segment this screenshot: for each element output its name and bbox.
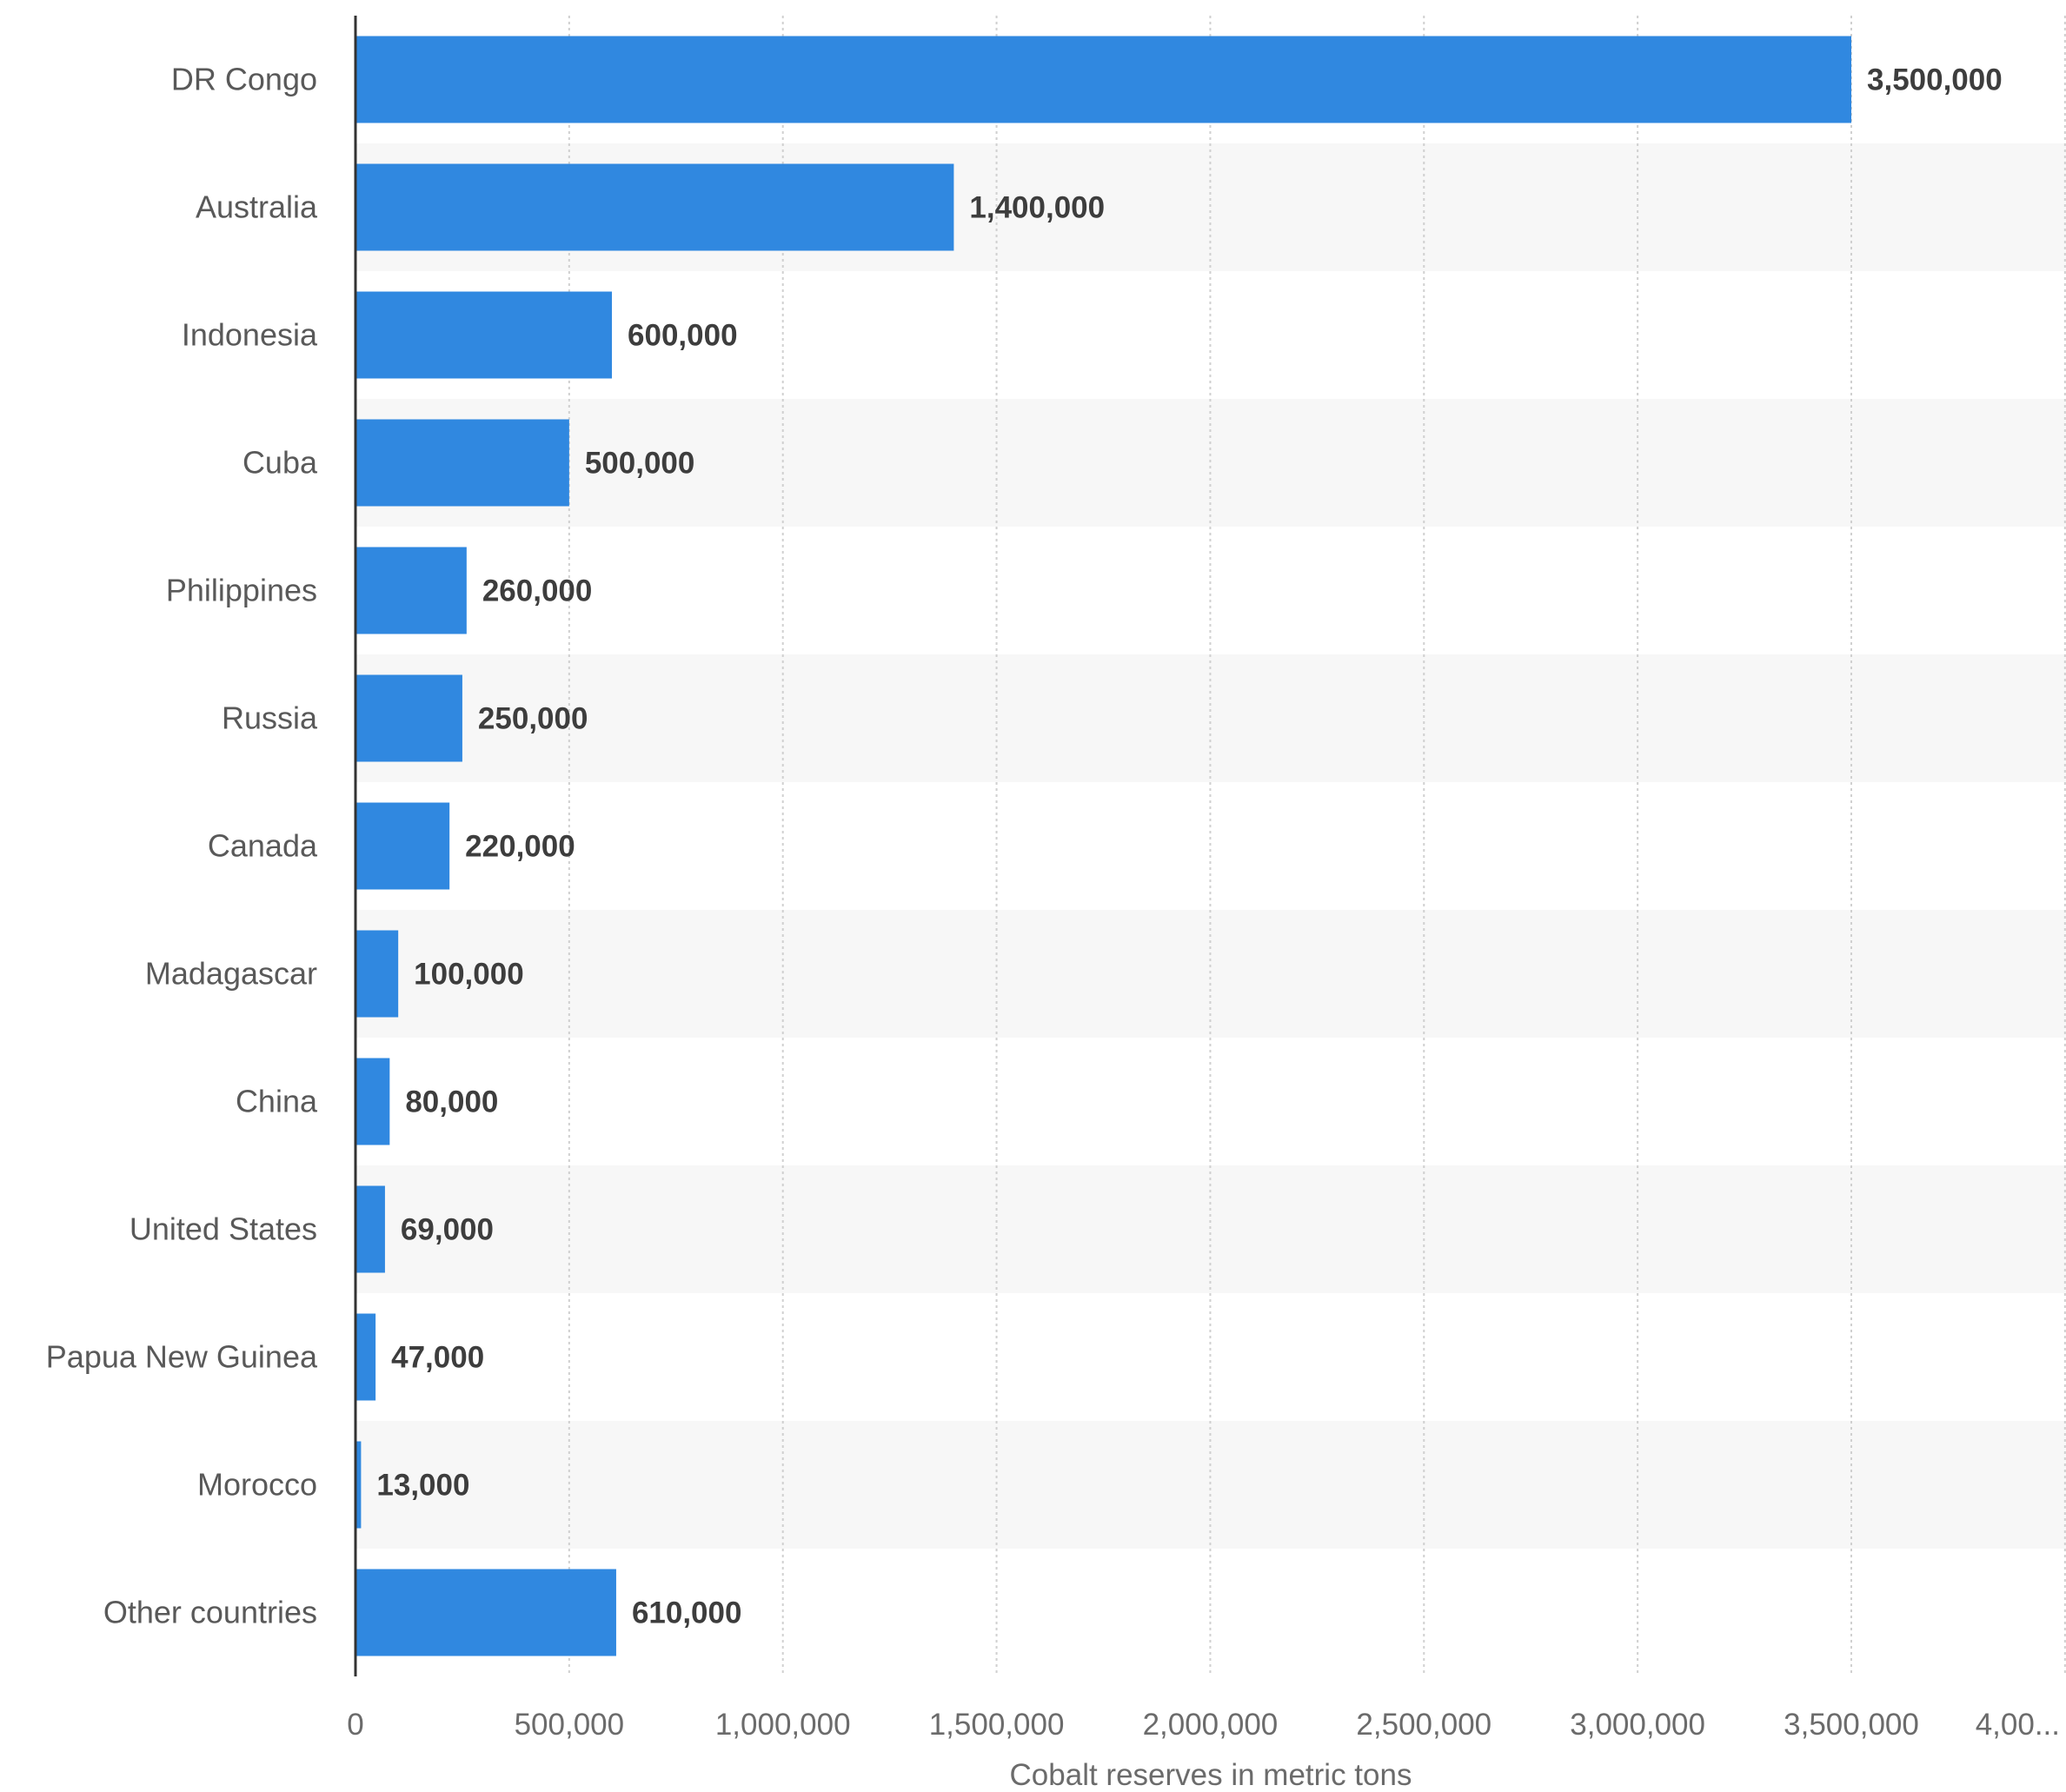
data-label: 600,000: [628, 319, 738, 353]
x-tick-label: 0: [347, 1708, 363, 1742]
x-tick-label: 2,500,000: [1356, 1708, 1491, 1742]
category-label: Other countries: [103, 1595, 317, 1630]
x-axis-title: Cobalt reserves in metric tons: [1010, 1758, 1412, 1792]
bar: [355, 419, 569, 507]
x-tick-label: 4,00...: [1976, 1708, 2060, 1742]
x-tick-label: 3,500,000: [1784, 1708, 1919, 1742]
bar: [355, 547, 467, 634]
row-stripe: [355, 910, 2066, 1038]
data-label: 47,000: [391, 1341, 484, 1375]
row-stripes: [355, 143, 2066, 1549]
row-stripe: [355, 654, 2066, 782]
category-label: Morocco: [197, 1467, 317, 1503]
data-label: 69,000: [401, 1213, 494, 1247]
category-label: China: [236, 1084, 318, 1119]
x-tick-label: 1,500,000: [929, 1708, 1065, 1742]
category-label: Australia: [196, 189, 318, 225]
bar: [355, 291, 613, 379]
data-label: 13,000: [376, 1469, 469, 1503]
x-tick-label: 500,000: [515, 1708, 625, 1742]
bar: [355, 163, 954, 251]
bars: [355, 36, 1851, 1656]
category-label: Papua New Guinea: [46, 1339, 318, 1375]
x-tick-label: 2,000,000: [1143, 1708, 1279, 1742]
row-stripe: [355, 399, 2066, 527]
category-labels: DR Congo Australia Indonesia Cuba Philippine…: [46, 62, 318, 1630]
category-label: Philippines: [166, 573, 317, 608]
data-label: 260,000: [482, 574, 593, 608]
bar: [355, 1185, 385, 1273]
category-label: Indonesia: [182, 317, 318, 353]
bar: [355, 1441, 362, 1529]
category-label: Russia: [222, 700, 318, 736]
data-label: 250,000: [478, 702, 588, 736]
bar: [355, 674, 462, 762]
category-label: Canada: [208, 828, 318, 864]
data-label: 1,400,000: [969, 191, 1105, 225]
data-label: 500,000: [585, 447, 695, 481]
category-label: DR Congo: [171, 62, 317, 97]
category-label: Madagascar: [145, 956, 317, 992]
bar: [355, 1313, 376, 1401]
row-stripe: [355, 1165, 2066, 1293]
data-label: 100,000: [414, 958, 524, 992]
data-label: 610,000: [632, 1596, 742, 1630]
x-tick-label: 3,000,000: [1570, 1708, 1705, 1742]
data-label: 80,000: [405, 1085, 498, 1119]
row-stripe: [355, 1421, 2066, 1549]
bar: [355, 930, 399, 1018]
data-label: 220,000: [465, 830, 575, 864]
category-label: United States: [130, 1211, 317, 1247]
bar: [355, 36, 1851, 123]
bar: [355, 1569, 616, 1656]
value-labels: 3,500,000 1,400,000 600,000 500,000 260,000 2…: [376, 63, 2002, 1630]
bar: [355, 802, 450, 890]
x-tick-labels: 0 500,000 1,000,000 1,500,000 2,000,000 2,500…: [347, 1708, 2060, 1742]
category-label: Cuba: [242, 445, 318, 481]
x-tick-label: 1,000,000: [715, 1708, 851, 1742]
data-label: 3,500,000: [1867, 63, 2003, 97]
bar: [355, 1058, 390, 1145]
